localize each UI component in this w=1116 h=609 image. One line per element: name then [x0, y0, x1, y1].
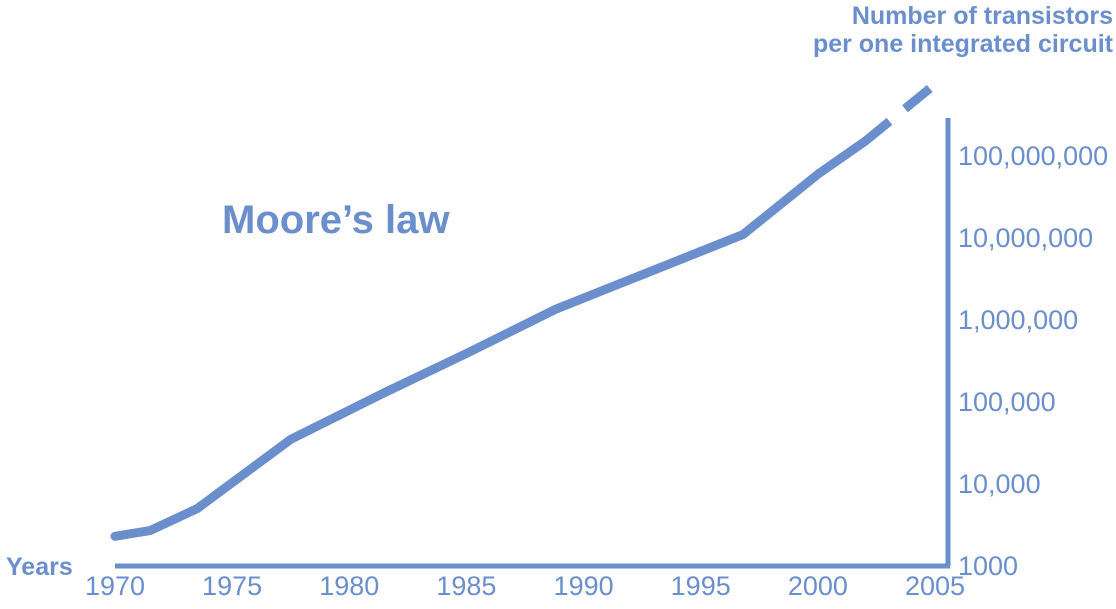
x-tick-label: 1985	[436, 571, 496, 601]
y-tick-label: 1,000,000	[958, 305, 1078, 335]
y-tick-label: 1000	[958, 551, 1018, 581]
x-tick-label: 2000	[788, 571, 848, 601]
x-tick-label: 1980	[319, 571, 379, 601]
x-tick-label: 1975	[202, 571, 262, 601]
x-tick-label: 1995	[671, 571, 731, 601]
x-tick-label: 1990	[554, 571, 614, 601]
y-axis-title-line-1: Number of transistors	[852, 2, 1113, 30]
y-tick-label: 100,000,000	[958, 141, 1108, 171]
series-line-actual	[110, 137, 870, 541]
y-tick-label: 100,000	[958, 387, 1056, 417]
y-axis-title-line-2: per one integrated circuit	[813, 30, 1114, 58]
x-axis-title: Years	[6, 553, 73, 581]
x-tick-label: 2005	[905, 571, 965, 601]
x-tick-labels: 1970 1975 1980 1985 1990 1995 2000 2005	[85, 571, 965, 601]
y-tick-label: 10,000	[958, 469, 1041, 499]
y-tick-label: 10,000,000	[958, 223, 1093, 253]
chart-title: Moore’s law	[222, 198, 450, 242]
x-tick-label: 1970	[85, 571, 145, 601]
series-layer	[110, 80, 938, 541]
y-tick-labels: 1000 10,000 100,000 1,000,000 10,000,000 100,…	[958, 141, 1108, 581]
series-line-projection	[861, 80, 938, 146]
